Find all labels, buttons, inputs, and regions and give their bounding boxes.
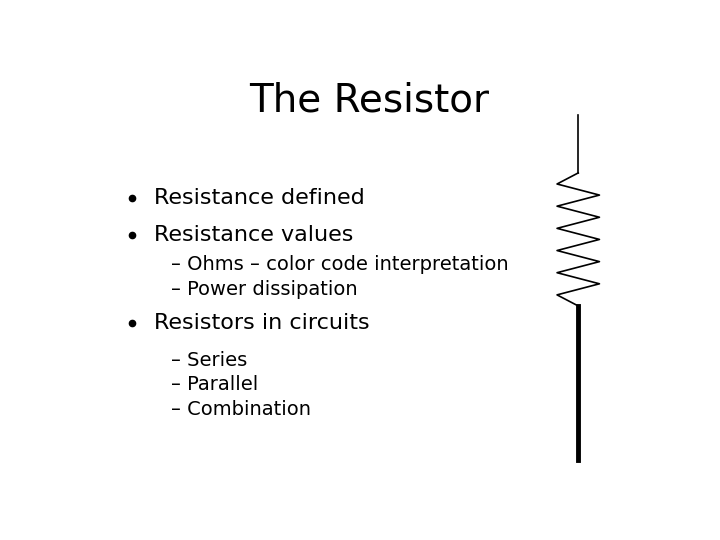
Text: – Ohms – color code interpretation: – Ohms – color code interpretation <box>171 255 508 274</box>
Text: The Resistor: The Resistor <box>249 82 489 119</box>
Text: Resistors in circuits: Resistors in circuits <box>154 313 370 333</box>
Text: Resistance defined: Resistance defined <box>154 188 365 208</box>
Text: – Parallel: – Parallel <box>171 375 258 394</box>
Text: – Power dissipation: – Power dissipation <box>171 280 358 299</box>
Text: – Combination: – Combination <box>171 401 311 420</box>
Text: Resistance values: Resistance values <box>154 225 354 245</box>
Text: – Series: – Series <box>171 350 247 369</box>
